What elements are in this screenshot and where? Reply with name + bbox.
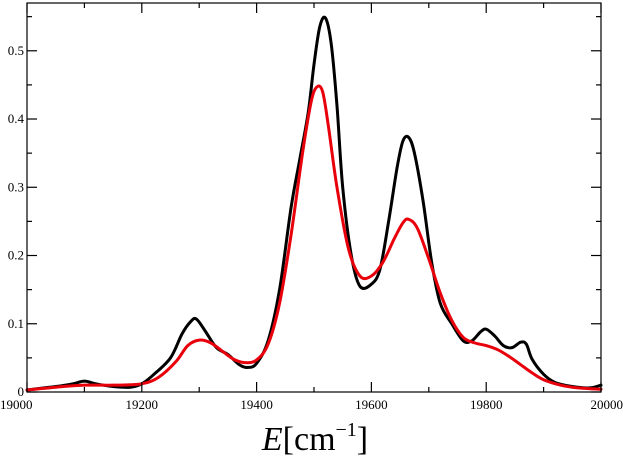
x-axis-label: E[cm−1] [261,419,368,458]
x-tick-label: 19800 [470,397,503,412]
y-tick-label: 0.5 [8,43,24,58]
y-tick-label: 0.4 [8,111,25,126]
x-tick-label: 19200 [126,397,159,412]
x-tick-label: 20000 [591,397,623,412]
y-tick-label: 0 [18,384,25,399]
y-tick-label: 0.1 [8,316,24,331]
x-tick-label: 19400 [240,397,273,412]
axes: 19000 19200 19400 19600 19800 20000 0 0.1 0.2 0.3… [0,2,623,412]
series-line-1 [25,15,603,392]
x-tick-label: 19600 [355,397,388,412]
y-tick-label: 0.3 [8,179,24,194]
x-tick-label: 19000 [0,397,33,412]
plot-area [25,15,603,392]
y-tick-label: 0.2 [8,248,24,263]
series-line-2 [25,84,603,392]
